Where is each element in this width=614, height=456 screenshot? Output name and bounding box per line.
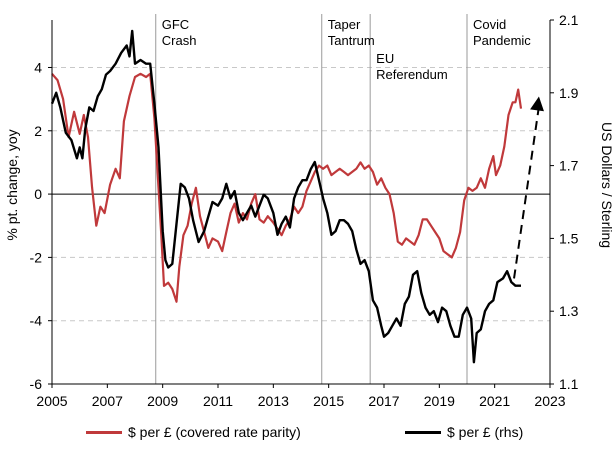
right-tick-label: 1.3	[559, 303, 579, 319]
annotation-text: Tantrum	[328, 33, 375, 48]
legend-item-rhs: $ per £ (rhs)	[405, 422, 523, 442]
left-tick-label: 0	[34, 186, 42, 202]
x-tick-label: 2015	[313, 393, 344, 409]
x-tick-label: 2019	[424, 393, 455, 409]
legend-item-covered-rate-parity: $ per £ (covered rate parity)	[86, 422, 301, 442]
annotation-text: GFC	[162, 17, 189, 32]
right-tick-label: 1.9	[559, 85, 579, 101]
dashed-arrow-line	[513, 106, 540, 279]
x-tick-label: 2013	[258, 393, 289, 409]
axes	[51, 20, 551, 385]
arrow-layer	[513, 96, 544, 279]
annotation-text: EU	[376, 51, 394, 66]
left-axis-label: % pt. change, yoy	[4, 129, 20, 240]
left-tick-label: -6	[30, 376, 43, 392]
annotation-text: Taper	[328, 17, 361, 32]
legend-swatch-black	[405, 430, 441, 434]
right-axis-label: US Dollars / Sterling	[599, 122, 614, 248]
right-tick-label: 1.7	[559, 158, 579, 174]
left-tick-label: -2	[30, 249, 43, 265]
x-tick-label: 2009	[147, 393, 178, 409]
left-tick-label: -4	[30, 313, 43, 329]
arrow-head	[530, 96, 544, 112]
annotation-text: Covid	[473, 17, 506, 32]
right-axis-ticks: 2.1 1.9 1.7 1.5 1.3 1.1	[550, 12, 579, 392]
x-tick-label: 2007	[92, 393, 123, 409]
annotation-text: Crash	[162, 33, 197, 48]
series-line-covered-rate-parity	[51, 72, 523, 303]
annotation-text: Referendum	[376, 67, 448, 82]
left-axis-ticks: 4 2 0 -2 -4 -6	[30, 59, 52, 392]
x-tick-label: 2011	[203, 393, 233, 409]
legend-label-rhs: $ per £ (rhs)	[447, 424, 524, 440]
x-tick-label: 2005	[36, 393, 67, 409]
legend-label-covered-rate-parity: $ per £ (covered rate parity)	[128, 424, 301, 440]
x-tick-label: 2021	[479, 393, 510, 409]
legend-swatch-red	[86, 430, 122, 434]
left-tick-label: 2	[34, 123, 42, 139]
series-line-rhs	[50, 29, 521, 364]
right-tick-label: 2.1	[559, 12, 579, 28]
x-axis-ticks: 2005 2007 2009 2011 2013 2015 2017 2019 2021 2023	[36, 384, 566, 409]
right-tick-label: 1.5	[559, 230, 579, 246]
right-tick-label: 1.1	[559, 376, 579, 392]
annotation-text: Pandemic	[473, 33, 531, 48]
left-tick-label: 4	[34, 59, 42, 75]
event-lines	[155, 14, 468, 384]
x-tick-label: 2023	[534, 393, 565, 409]
x-tick-label: 2017	[368, 393, 399, 409]
series-layer	[50, 29, 523, 364]
